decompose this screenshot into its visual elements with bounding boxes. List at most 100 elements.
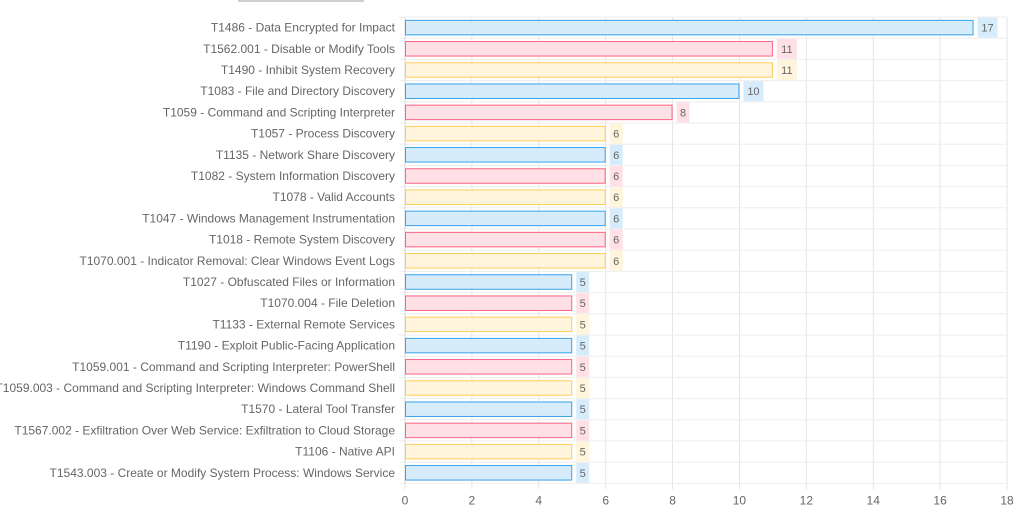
category-label: T1059.001 - Command and Scripting Interp… (72, 360, 395, 374)
bar (405, 147, 606, 163)
value-label: 11 (781, 44, 792, 56)
category-label: T1106 - Native API (295, 445, 395, 459)
x-tick-label: 14 (867, 493, 881, 507)
category-label: T1057 - Process Discovery (251, 127, 395, 141)
category-label: T1059.003 - Command and Scripting Interp… (0, 381, 395, 395)
value-badge (576, 293, 590, 314)
value-label: 5 (580, 383, 586, 395)
grid (399, 16, 1008, 490)
category-label: T1486 - Data Encrypted for Impact (211, 21, 396, 35)
category-label: T1047 - Windows Management Instrumentati… (142, 211, 395, 225)
value-label: 6 (613, 129, 619, 141)
value-label: 6 (613, 213, 619, 225)
x-tick-label: 10 (733, 493, 747, 507)
value-badge (609, 229, 623, 250)
value-badge (609, 187, 623, 208)
bar (405, 401, 573, 417)
category-label: T1070.004 - File Deletion (260, 296, 395, 310)
bar (405, 168, 606, 184)
category-label: T1082 - System Information Discovery (191, 169, 395, 183)
value-badge (576, 420, 590, 441)
bars: 17 11 11 10 8 6 6 6 6 6 6 6 5 5 5 5 5 5 5 5 5 5 (405, 17, 998, 483)
value-badge (609, 166, 623, 186)
category-label: T1070.001 - Indicator Removal: Clear Win… (80, 254, 396, 268)
value-label: 11 (781, 65, 792, 77)
value-label: 5 (580, 468, 586, 480)
value-label: 10 (747, 86, 759, 98)
bar (405, 274, 573, 290)
value-badge (743, 81, 764, 102)
x-tick-label: 8 (669, 493, 676, 507)
value-label: 6 (613, 150, 619, 162)
bar (405, 316, 573, 333)
x-tick-label: 0 (402, 493, 409, 507)
x-tick-label: 16 (933, 493, 947, 507)
category-label: T1083 - File and Directory Discovery (200, 84, 395, 98)
x-tick-label: 18 (1000, 493, 1014, 507)
bar (405, 125, 606, 142)
value-label: 5 (580, 277, 586, 289)
category-label: T1078 - Valid Accounts (272, 190, 395, 204)
value-badge (576, 441, 590, 462)
value-badge (609, 144, 623, 165)
value-label: 6 (613, 192, 619, 204)
category-label: T1059 - Command and Scripting Interprete… (163, 105, 395, 119)
value-label: 5 (580, 425, 586, 437)
bar (405, 465, 573, 481)
value-badge (576, 378, 590, 398)
value-badge (576, 356, 590, 377)
bar (405, 210, 606, 227)
value-badge (776, 60, 797, 80)
bar (405, 380, 573, 396)
value-badge (576, 399, 590, 420)
bar (405, 443, 573, 460)
bar (405, 19, 974, 36)
category-labels: T1486 - Data Encrypted for Impact T1562.0… (0, 21, 396, 480)
x-axis-ticks: 0 2 4 6 8 10 12 14 16 18 (402, 493, 1014, 507)
bar (405, 359, 573, 375)
bar (405, 189, 606, 205)
category-label: T1490 - Inhibit System Recovery (221, 63, 395, 77)
category-label: T1133 - External Remote Services (212, 317, 395, 331)
bar (405, 337, 573, 354)
x-tick-label: 12 (800, 493, 814, 507)
bar (405, 422, 573, 439)
bar (405, 295, 573, 311)
value-label: 5 (580, 447, 586, 459)
category-label: T1027 - Obfuscated Files or Information (183, 275, 395, 289)
bar (405, 62, 773, 78)
value-label: 17 (981, 23, 993, 35)
value-label: 6 (613, 171, 619, 183)
value-label: 6 (613, 235, 619, 247)
x-tick-label: 2 (469, 493, 476, 507)
value-badge (609, 123, 623, 144)
category-label: T1570 - Lateral Tool Transfer (241, 402, 395, 416)
x-tick-label: 4 (535, 493, 542, 507)
value-badge (776, 38, 797, 59)
top-divider (238, 0, 364, 2)
value-label: 5 (580, 404, 586, 416)
value-badge (576, 314, 590, 335)
category-label: T1018 - Remote System Discovery (209, 233, 395, 247)
value-badge (576, 272, 590, 292)
value-badge (576, 462, 590, 483)
value-badge (576, 335, 590, 356)
value-badge (676, 102, 690, 123)
value-label: 5 (580, 362, 586, 374)
value-badge (977, 17, 998, 38)
category-label: T1543.003 - Create or Modify System Proc… (50, 466, 396, 480)
bar (405, 253, 606, 269)
value-badge (609, 250, 623, 271)
bar (405, 231, 606, 248)
category-label: T1135 - Network Share Discovery (216, 148, 395, 162)
value-label: 5 (580, 319, 586, 331)
category-label: T1562.001 - Disable or Modify Tools (203, 42, 395, 56)
bar (405, 41, 773, 57)
bar (405, 83, 740, 99)
category-label: T1567.002 - Exfiltration Over Web Servic… (14, 423, 395, 437)
value-label: 5 (580, 298, 586, 310)
value-label: 6 (613, 256, 619, 268)
value-label: 5 (580, 341, 586, 353)
bar (405, 104, 673, 121)
